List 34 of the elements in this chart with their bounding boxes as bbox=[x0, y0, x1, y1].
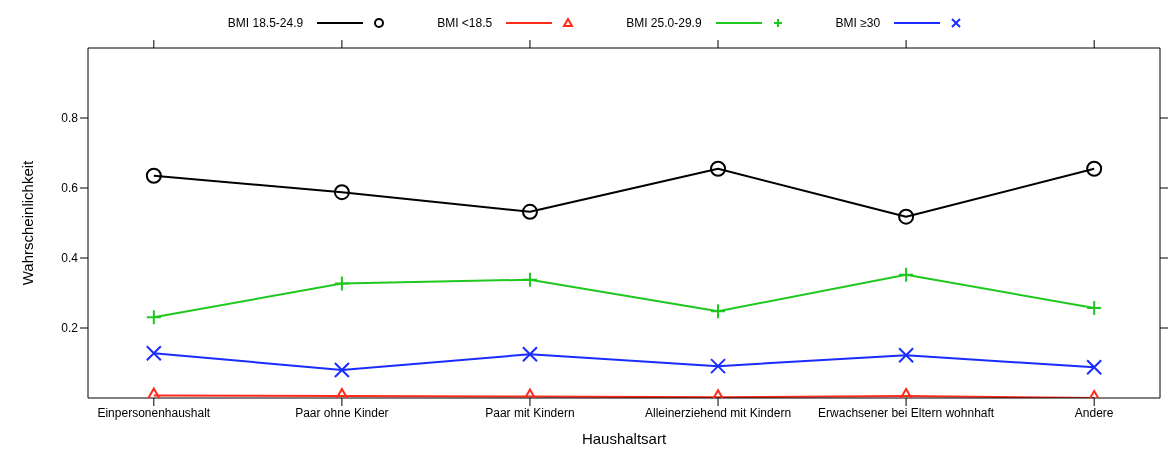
point bbox=[710, 303, 727, 320]
point bbox=[145, 167, 162, 184]
y-axis-title: Wahrscheinlichkeit bbox=[19, 159, 37, 286]
x-tick-label: Paar ohne Kinder bbox=[295, 405, 389, 420]
point bbox=[710, 358, 727, 375]
x-tick-label: Alleinerziehend mit Kindern bbox=[644, 405, 792, 420]
x-tick-label: Erwachsener bei Eltern wohnhaft bbox=[818, 405, 995, 420]
y-tick-label: 0.4 bbox=[61, 251, 79, 266]
y-tick-label: 0.6 bbox=[61, 181, 79, 196]
point bbox=[1086, 359, 1103, 376]
point bbox=[333, 184, 350, 201]
legend-label: BMI ≥30 bbox=[835, 16, 881, 30]
point bbox=[1086, 300, 1103, 317]
point bbox=[898, 347, 915, 364]
point bbox=[333, 275, 350, 292]
point bbox=[145, 345, 162, 362]
point bbox=[333, 362, 350, 378]
y-tick-label: 0.8 bbox=[61, 111, 79, 126]
point bbox=[521, 271, 538, 288]
legend-label: BMI 25.0-29.9 bbox=[626, 16, 702, 30]
point bbox=[521, 346, 538, 363]
x-tick-label: Einpersonenhaushalt bbox=[97, 405, 211, 420]
point bbox=[145, 309, 162, 326]
point bbox=[521, 203, 538, 220]
legend-label: BMI 18.5-24.9 bbox=[227, 16, 304, 30]
point bbox=[1086, 160, 1103, 177]
point bbox=[898, 266, 915, 283]
x-tick-label: Paar mit Kindern bbox=[485, 405, 575, 420]
y-tick-label: 0.2 bbox=[61, 321, 79, 336]
point bbox=[710, 160, 727, 177]
x-axis-title: Haushaltsart bbox=[581, 430, 667, 447]
x-tick-label: Andere bbox=[1074, 405, 1114, 420]
point bbox=[898, 208, 915, 225]
legend-label: BMI <18.5 bbox=[437, 16, 493, 30]
